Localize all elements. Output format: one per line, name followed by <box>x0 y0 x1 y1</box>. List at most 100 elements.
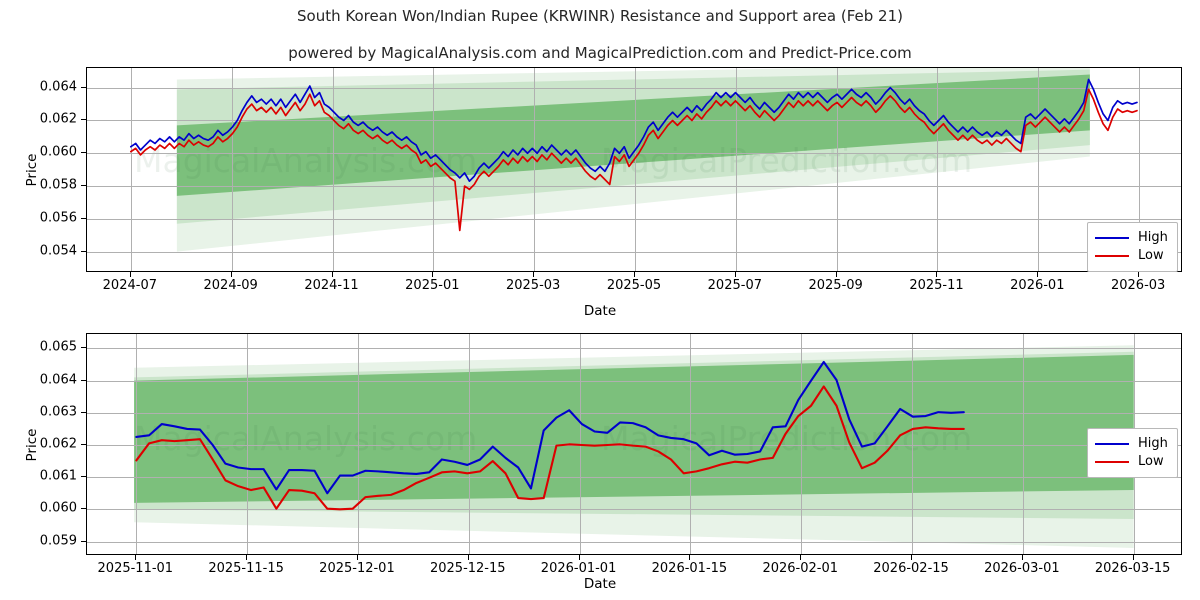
overview-legend: High Low <box>1087 222 1178 272</box>
legend-line-low-icon <box>1095 255 1129 257</box>
y-tick-mark <box>81 217 86 219</box>
x-tick-mark <box>689 555 691 560</box>
inner-support-resistance-wedge <box>134 354 1134 503</box>
y-tick-label: 0.062 <box>39 436 77 452</box>
x-gridline <box>130 68 132 271</box>
series-line-low <box>129 88 1138 232</box>
detail-plot-area: MagicalAnalysis.comMagicalPrediction.com <box>86 333 1182 555</box>
y-tick-mark <box>81 152 86 154</box>
x-tick-label: 2026-03-01 <box>984 561 1060 576</box>
x-tick-label: 2025-09 <box>808 278 863 293</box>
x-tick-label: 2026-01-01 <box>540 561 617 576</box>
x-gridline <box>534 68 536 271</box>
x-tick-mark <box>936 272 938 277</box>
x-tick-mark <box>634 272 635 277</box>
y-tick-mark <box>81 540 86 542</box>
x-tick-mark <box>129 272 131 277</box>
x-tick-label: 2025-12-15 <box>429 561 506 576</box>
x-gridline <box>1038 68 1040 271</box>
legend-item-high[interactable]: High <box>1095 435 1168 453</box>
x-tick-mark <box>1021 555 1023 560</box>
y-tick-label: 0.056 <box>39 210 77 226</box>
y-tick-mark <box>81 379 86 381</box>
x-gridline <box>468 334 470 554</box>
x-tick-label: 2025-11 <box>909 278 964 293</box>
x-tick-label: 2026-01 <box>1010 278 1065 293</box>
y-tick-label: 0.063 <box>39 404 77 420</box>
y-tick-mark <box>81 86 86 88</box>
x-gridline <box>357 334 359 554</box>
y-tick-mark <box>81 508 86 510</box>
x-tick-label: 2026-03-15 <box>1094 561 1171 576</box>
y-gridline <box>87 153 1181 155</box>
x-tick-mark <box>135 555 137 560</box>
y-tick-mark <box>81 347 86 349</box>
y-gridline <box>87 380 1181 382</box>
x-tick-mark <box>432 272 434 277</box>
x-tick-mark <box>911 555 913 560</box>
x-tick-label: 2025-01 <box>405 278 460 293</box>
x-gridline <box>1022 334 1024 554</box>
page-subtitle: powered by MagicalAnalysis.com and Magic… <box>288 44 912 62</box>
x-gridline <box>690 334 692 554</box>
x-tick-mark <box>1132 555 1134 560</box>
x-tick-mark <box>467 555 469 560</box>
legend-label-high: High <box>1138 230 1168 245</box>
x-tick-label: 2025-07 <box>707 278 762 293</box>
y-gridline <box>87 348 1181 350</box>
x-tick-label: 2025-11-15 <box>208 561 284 576</box>
x-gridline <box>937 68 939 271</box>
legend-item-low[interactable]: Low <box>1095 247 1168 265</box>
y-tick-label: 0.064 <box>39 79 77 95</box>
y-gridline <box>87 509 1181 511</box>
x-tick-mark <box>1037 272 1039 277</box>
y-gridline <box>87 218 1181 220</box>
y-tick-label: 0.062 <box>39 111 77 127</box>
x-tick-label: 2024-07 <box>102 278 157 293</box>
price-series <box>135 360 965 511</box>
x-gridline <box>912 334 914 554</box>
overview-plot-area: MagicalAnalysis.comMagicalPrediction.com <box>86 67 1182 272</box>
legend-item-high[interactable]: High <box>1095 229 1168 247</box>
legend-label-low: Low <box>1138 454 1164 469</box>
x-tick-label: 2026-01-15 <box>651 561 728 576</box>
legend-label-high: High <box>1138 436 1168 451</box>
y-tick-mark <box>81 250 86 252</box>
detail-x-axis-label: Date <box>583 576 617 592</box>
series-line-high <box>135 360 965 495</box>
x-gridline <box>735 68 737 271</box>
legend-item-low[interactable]: Low <box>1095 453 1168 471</box>
x-tick-mark <box>246 555 248 560</box>
legend-line-high-icon <box>1095 237 1129 239</box>
y-gridline <box>87 412 1181 414</box>
x-tick-mark <box>356 555 358 560</box>
price-series <box>129 78 1138 232</box>
overview-chart: MagicalAnalysis.comMagicalPrediction.com… <box>24 67 1182 319</box>
detail-y-axis-label: Price <box>24 428 40 462</box>
x-tick-label: 2026-02-15 <box>873 561 949 576</box>
x-gridline <box>247 334 249 554</box>
legend-line-high-icon <box>1095 443 1129 445</box>
y-tick-mark <box>81 185 86 187</box>
x-tick-label: 2026-02-01 <box>762 561 838 576</box>
page-title: South Korean Won/Indian Rupee (KRWINR) R… <box>297 7 903 25</box>
x-tick-mark <box>800 555 802 560</box>
y-tick-label: 0.054 <box>39 243 77 259</box>
y-gridline <box>87 120 1181 122</box>
y-gridline <box>87 186 1181 188</box>
legend-label-low: Low <box>1138 248 1164 263</box>
y-gridline <box>87 251 1181 253</box>
overview-x-axis-label: Date <box>583 303 617 319</box>
x-tick-label: 2024-11 <box>304 278 359 293</box>
y-tick-label: 0.065 <box>39 339 77 355</box>
y-tick-label: 0.059 <box>39 533 77 549</box>
y-tick-label: 0.058 <box>39 177 77 193</box>
x-tick-mark <box>835 272 837 277</box>
y-tick-mark <box>81 411 86 413</box>
y-gridline <box>87 87 1181 89</box>
x-gridline <box>136 334 138 554</box>
y-tick-mark <box>81 444 86 445</box>
x-tick-label: 2025-12-01 <box>319 561 395 576</box>
x-tick-label: 2025-05 <box>606 278 662 293</box>
y-gridline <box>87 541 1181 543</box>
